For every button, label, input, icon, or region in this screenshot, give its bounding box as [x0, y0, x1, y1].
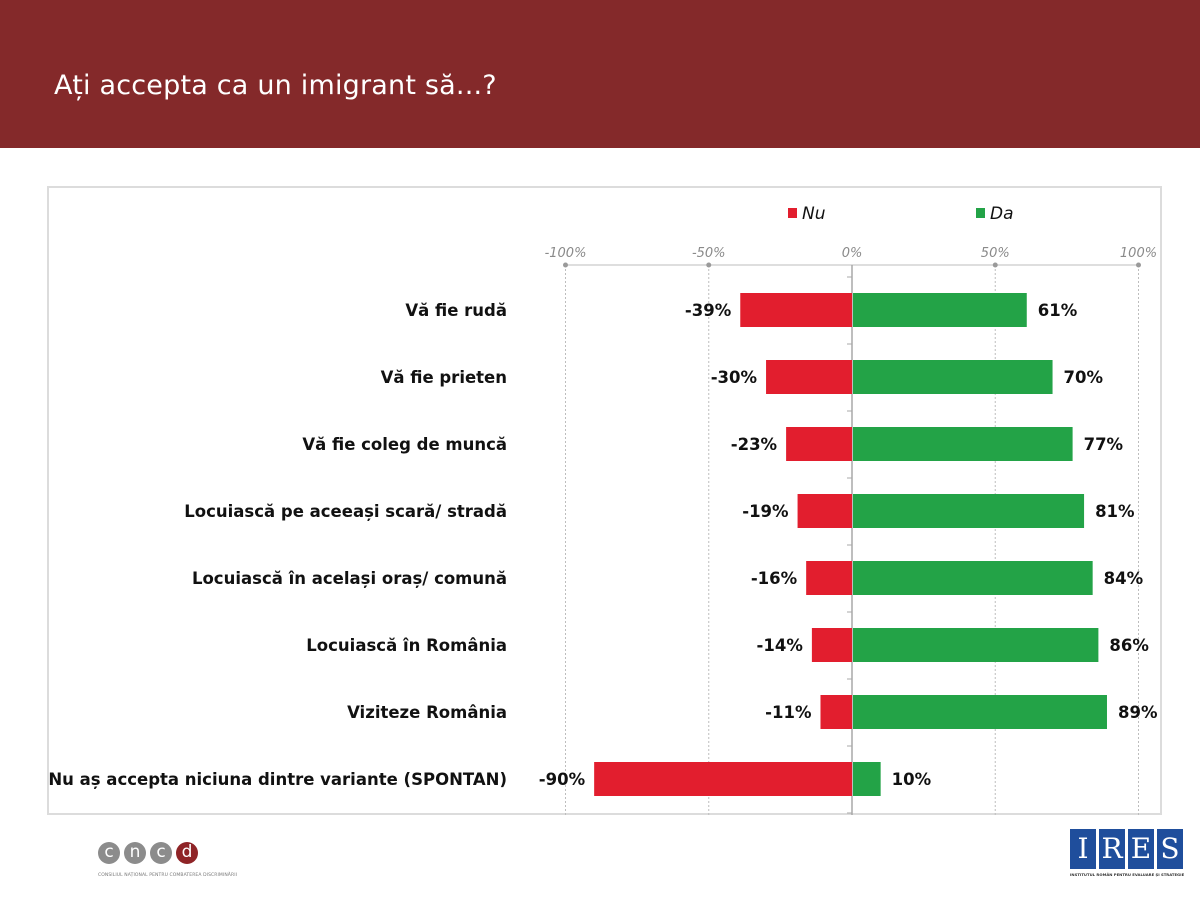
ires-letter: I	[1070, 829, 1096, 869]
value-label-da: 77%	[1084, 435, 1124, 454]
bar-da	[853, 695, 1107, 729]
ires-letter: R	[1099, 829, 1125, 869]
page-title: Ați accepta ca un imigrant să...?	[54, 70, 497, 101]
bar-nu	[740, 293, 852, 327]
tick-marker	[563, 262, 568, 268]
bar-nu	[806, 561, 852, 595]
bar-nu	[594, 762, 852, 796]
value-label-da: 70%	[1064, 368, 1104, 387]
legend-label-nu: Nu	[802, 204, 826, 224]
category-label: Locuiască în România	[306, 636, 507, 655]
value-label-da: 10%	[892, 770, 932, 789]
legend-swatch-da	[976, 208, 985, 218]
header-banner: Ați accepta ca un imigrant să...?	[0, 0, 1200, 148]
tick-marker	[1136, 262, 1141, 268]
cncd-letter: c	[150, 842, 172, 864]
value-label-da: 84%	[1104, 569, 1144, 588]
value-label-nu: -16%	[751, 569, 798, 588]
bar-da	[853, 762, 881, 796]
x-tick-label: -100%	[545, 246, 587, 261]
value-label-nu: -19%	[742, 502, 789, 521]
value-label-nu: -90%	[539, 770, 586, 789]
value-label-nu: -30%	[711, 368, 758, 387]
legend: Nu Da	[788, 204, 1014, 224]
value-label-nu: -11%	[765, 703, 812, 722]
x-tick-label: 100%	[1120, 246, 1157, 261]
bar-layer	[594, 293, 1107, 796]
bar-nu	[797, 494, 852, 528]
category-label: Locuiască pe aceeași scară/ stradă	[184, 502, 507, 521]
cncd-letter: d	[176, 842, 198, 864]
bar-da	[853, 427, 1073, 461]
bar-nu	[766, 360, 852, 394]
x-tick-label: 50%	[981, 246, 1010, 261]
value-label-nu: -23%	[731, 435, 778, 454]
x-tick-label: 0%	[842, 246, 863, 261]
bar-da	[853, 561, 1093, 595]
category-label: Locuiască în același oraș/ comună	[192, 569, 507, 588]
legend-swatch-nu	[788, 208, 797, 218]
ires-letter: E	[1128, 829, 1154, 869]
bar-nu	[786, 427, 852, 461]
category-label: Viziteze România	[347, 703, 507, 722]
label-layer: Vă fie rudă -39% 61% Vă fie prieten -30% 70% V…	[48, 301, 1158, 789]
category-label: Nu aș accepta niciuna dintre variante (S…	[48, 770, 507, 789]
bar-da	[853, 628, 1099, 662]
value-label-nu: -39%	[685, 301, 732, 320]
legend-label-da: Da	[990, 204, 1014, 224]
cncd-caption: CONSILIUL NAȚIONAL PENTRU COMBATEREA DIS…	[98, 873, 238, 878]
bar-da	[853, 293, 1027, 327]
bar-nu	[811, 628, 852, 662]
category-label: Vă fie prieten	[381, 368, 507, 387]
cncd-letter: n	[124, 842, 146, 864]
ires-caption: INSTITUTUL ROMÂN PENTRU EVALUARE ȘI STRA…	[1070, 872, 1185, 877]
value-label-da: 86%	[1109, 636, 1149, 655]
category-label: Vă fie coleg de muncă	[302, 435, 507, 454]
category-label: Vă fie rudă	[405, 301, 507, 320]
bar-nu	[820, 695, 852, 729]
value-label-nu: -14%	[757, 636, 804, 655]
grid-layer: -100% -50% 0% 50% 100%	[545, 246, 1157, 815]
tick-marker	[992, 262, 998, 268]
ires-logo: I R E S INSTITUTUL ROMÂN PENTRU EVALUARE…	[1070, 829, 1184, 877]
value-label-da: 81%	[1095, 502, 1135, 521]
cncd-logo: c n c d CONSILIUL NAȚIONAL PENTRU COMBAT…	[98, 842, 237, 882]
bar-da	[853, 494, 1085, 528]
x-tick-label: -50%	[692, 246, 726, 261]
value-label-da: 89%	[1118, 703, 1158, 722]
value-label-da: 61%	[1038, 301, 1078, 320]
tick-marker	[706, 262, 712, 268]
ires-letter: S	[1157, 829, 1183, 869]
bar-da	[853, 360, 1053, 394]
cncd-letter: c	[98, 842, 120, 864]
